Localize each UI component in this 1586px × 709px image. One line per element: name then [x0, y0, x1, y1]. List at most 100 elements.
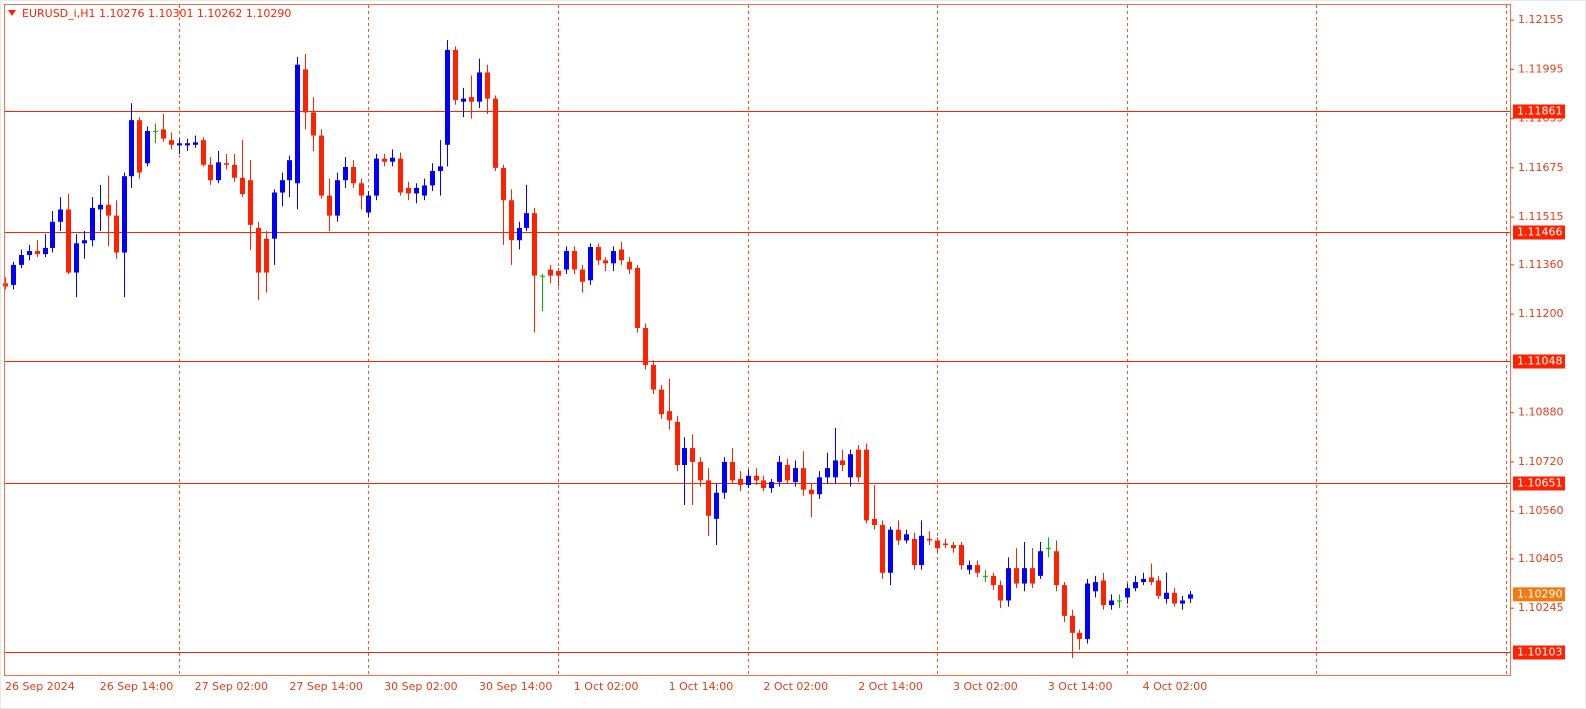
candle-body: [809, 489, 814, 495]
plot-frame: [4, 4, 1511, 676]
candle-body: [1046, 548, 1051, 550]
candle-body: [1125, 588, 1130, 598]
x-tick-label: 30 Sep 02:00: [384, 680, 457, 693]
candle-body: [445, 49, 450, 145]
candle-body: [1117, 600, 1122, 602]
candle-body: [335, 180, 340, 216]
candle-body: [935, 540, 940, 549]
candle-body: [580, 269, 585, 282]
candle-body: [698, 461, 703, 481]
candle-body: [524, 213, 529, 228]
chart-title: EURUSD_i,H1 1.10276 1.10301 1.10262 1.10…: [22, 7, 291, 20]
candle-body: [635, 267, 640, 328]
candle-body: [1054, 551, 1059, 586]
level-label-box: [1513, 225, 1565, 240]
candle-body: [477, 72, 482, 102]
x-tick-label: 1 Oct 14:00: [669, 680, 734, 693]
level-label: 1.11048: [1517, 355, 1563, 368]
candle-body: [548, 269, 553, 276]
candle-body: [185, 143, 190, 146]
candle-body: [137, 120, 142, 173]
candle-body: [730, 461, 735, 481]
candle-body: [888, 529, 893, 573]
candle-body: [469, 97, 474, 102]
candle-body: [746, 475, 751, 486]
y-tick-label: 1.10560: [1518, 504, 1564, 517]
candle-body: [303, 69, 308, 113]
candle-body: [651, 364, 656, 390]
candle-body: [264, 238, 269, 273]
candle-body: [611, 251, 616, 264]
candle-body: [453, 49, 458, 101]
candle-body: [572, 251, 577, 270]
candle-body: [951, 545, 956, 549]
candle-body: [1180, 600, 1185, 604]
candle-body: [343, 166, 348, 181]
candle-body: [1038, 551, 1043, 576]
candle-body: [224, 163, 229, 165]
candle-body: [90, 207, 95, 241]
title-icon: [8, 10, 16, 16]
y-tick-label: 1.10880: [1518, 406, 1564, 419]
candle-body: [540, 275, 545, 277]
candle-body: [643, 327, 648, 365]
current-price-label: 1.10290: [1517, 587, 1563, 600]
candle-body: [1030, 568, 1035, 584]
candle-body: [1172, 592, 1177, 604]
level-label: 1.10651: [1517, 477, 1563, 490]
candle-body: [619, 249, 624, 261]
candle-body: [904, 534, 909, 541]
candle-body: [501, 167, 506, 201]
candle-body: [208, 164, 213, 181]
candle-body: [880, 525, 885, 573]
candle-body: [769, 481, 774, 489]
candle-body: [682, 448, 687, 466]
y-tick-label: 1.12155: [1518, 13, 1564, 26]
level-label: 1.11861: [1517, 105, 1563, 118]
y-tick-label: 1.10720: [1518, 455, 1564, 468]
y-tick-label: 1.11360: [1518, 258, 1564, 271]
candle-body: [327, 195, 332, 216]
level-label: 1.10103: [1517, 646, 1563, 659]
candle-body: [1070, 615, 1075, 633]
candle-body: [319, 135, 324, 196]
candle-body: [390, 157, 395, 162]
candle-body: [912, 538, 917, 566]
candle-body: [722, 461, 727, 493]
candle-body: [406, 187, 411, 194]
candle-body: [201, 140, 206, 165]
x-tick-label: 27 Sep 14:00: [289, 680, 362, 693]
candle-body: [777, 461, 782, 482]
candle-body: [114, 215, 119, 253]
candle-body: [161, 129, 166, 139]
candle-body: [351, 166, 356, 184]
axis-layer: 1.121551.119951.118351.116751.115151.113…: [5, 13, 1565, 693]
candle-body: [959, 545, 964, 566]
candle-body: [532, 213, 537, 276]
candle-body: [493, 98, 498, 168]
candle-body: [193, 142, 198, 145]
candle-body: [359, 183, 364, 196]
candle-body: [438, 166, 443, 171]
current-price-box: [1513, 587, 1565, 602]
candle-body: [896, 529, 901, 541]
candle-body: [50, 221, 55, 248]
y-tick-label: 1.11995: [1518, 62, 1564, 75]
candle-body: [801, 468, 806, 490]
candle-body: [248, 180, 253, 225]
candle-body: [714, 492, 719, 519]
candle-body: [596, 247, 601, 261]
candle-body: [1156, 580, 1161, 596]
candle-body: [872, 518, 877, 526]
candle-body: [1093, 582, 1098, 592]
candle-body: [1101, 580, 1106, 606]
candle-body: [153, 130, 158, 132]
candle-body: [106, 204, 111, 216]
candle-body: [1014, 568, 1019, 584]
candle-body: [517, 227, 522, 241]
candle-body: [240, 177, 245, 195]
candle-body: [74, 243, 79, 273]
x-tick-label: 2 Oct 02:00: [763, 680, 828, 693]
